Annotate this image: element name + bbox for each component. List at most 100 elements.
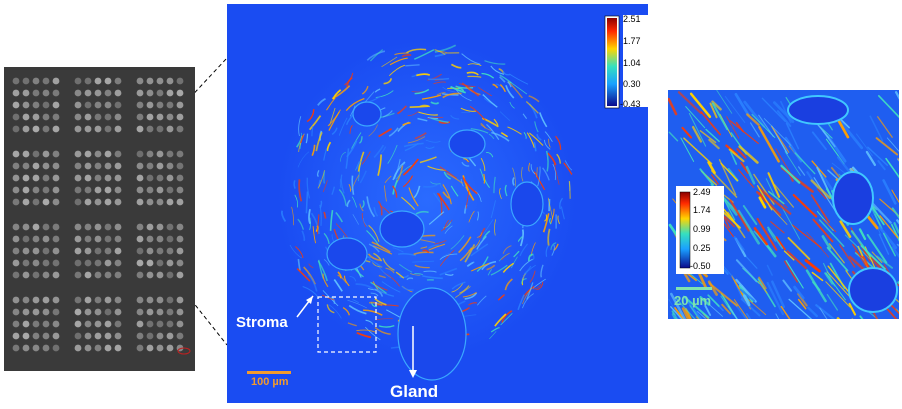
fiber-stroke	[441, 252, 452, 258]
fiber-stroke	[560, 206, 565, 220]
tissue-spot	[136, 162, 144, 170]
tissue-spot	[136, 89, 144, 97]
fiber-stroke	[367, 288, 375, 291]
tissue-spot	[94, 344, 102, 352]
fiber-stroke	[422, 275, 443, 280]
zoom-fiber-stroke	[770, 125, 790, 153]
fiber-stroke	[377, 154, 382, 176]
zoom-fiber-stroke	[711, 102, 729, 131]
tissue-spot	[104, 186, 112, 194]
tissue-spot	[84, 235, 92, 243]
tissue-spot	[12, 174, 20, 182]
tissue-spot	[114, 235, 122, 243]
tissue-spot	[146, 259, 154, 267]
main-colorbar-tick: 0.30	[623, 79, 641, 89]
zoom-fiber-stroke	[767, 226, 784, 249]
fiber-stroke	[380, 146, 387, 154]
fiber-stroke	[369, 301, 383, 306]
fiber-stroke	[500, 313, 513, 326]
tissue-spot	[114, 162, 122, 170]
zoom-fiber-stroke	[696, 311, 706, 319]
tissue-spot	[146, 162, 154, 170]
fiber-stroke	[457, 87, 465, 92]
fiber-stroke	[529, 270, 536, 283]
tissue-spot	[42, 150, 50, 158]
fiber-stroke	[499, 76, 506, 83]
fiber-stroke	[401, 285, 414, 291]
tissue-spot	[84, 89, 92, 97]
tissue-spot	[104, 174, 112, 182]
fiber-stroke	[417, 117, 428, 122]
zoom-fiber-stroke	[856, 133, 873, 156]
zoom-fiber-stroke	[784, 151, 801, 176]
tissue-spot	[176, 247, 184, 255]
fiber-stroke	[519, 229, 524, 247]
zoom-fiber-stroke	[788, 298, 813, 319]
fiber-stroke	[504, 278, 513, 291]
fiber-stroke	[534, 121, 539, 133]
fiber-stroke	[443, 171, 451, 180]
fiber-stroke	[533, 141, 537, 152]
tissue-spot	[176, 198, 184, 206]
fiber-stroke	[490, 65, 505, 75]
fiber-stroke	[420, 246, 428, 249]
fiber-stroke	[446, 172, 464, 184]
tissue-spot	[114, 296, 122, 304]
tissue-spot	[176, 89, 184, 97]
zoom-fiber-stroke	[753, 227, 769, 246]
fiber-stroke	[468, 210, 475, 223]
fiber-stroke	[347, 322, 357, 327]
fiber-stroke	[442, 191, 450, 199]
zoom-fiber-stroke	[822, 218, 837, 233]
zoom-fiber-stroke	[729, 120, 759, 144]
tissue-spot	[42, 89, 50, 97]
tissue-spot	[94, 186, 102, 194]
fiber-stroke	[461, 53, 481, 65]
tissue-spot	[104, 271, 112, 279]
tissue-spot	[94, 89, 102, 97]
fiber-stroke	[494, 219, 496, 236]
zoom-scale-bar	[676, 287, 712, 290]
tissue-spot	[74, 271, 82, 279]
tissue-spot	[94, 223, 102, 231]
main-colorbar	[607, 18, 617, 106]
zoom-fiber-stroke	[730, 151, 738, 165]
zoom-fiber-stroke	[797, 292, 808, 307]
tissue-spot	[104, 150, 112, 158]
tissue-spot	[176, 101, 184, 109]
tissue-spot	[166, 332, 174, 340]
tissue-spot	[114, 223, 122, 231]
tissue-spot	[166, 320, 174, 328]
zoom-scale-bar-label: 20 µm	[674, 293, 712, 308]
fiber-stroke	[315, 131, 323, 152]
zoom-gland-lumen	[787, 95, 849, 125]
fiber-stroke	[331, 186, 335, 195]
fiber-stroke	[413, 185, 421, 199]
zoom-fiber-stroke	[823, 262, 835, 287]
tissue-spot	[22, 89, 30, 97]
gland-arrowhead	[409, 370, 417, 378]
zoom-fiber-stroke	[821, 235, 832, 250]
zoom-colorbar	[679, 191, 691, 269]
tissue-spot	[94, 125, 102, 133]
tissue-spot	[94, 162, 102, 170]
gland-lumen	[352, 101, 382, 127]
zoom-fiber-stroke	[867, 146, 889, 166]
zoom-fiber-stroke	[765, 178, 776, 198]
fiber-stroke	[497, 294, 505, 301]
fiber-stroke	[406, 48, 427, 54]
tissue-spot	[176, 77, 184, 85]
fiber-stroke	[373, 144, 385, 158]
tissue-spot	[94, 198, 102, 206]
zoom-fiber-stroke	[804, 259, 821, 273]
tissue-spot	[42, 198, 50, 206]
zoom-fiber-stroke	[684, 308, 692, 319]
zoom-fiber-stroke	[792, 194, 818, 218]
fiber-stroke	[309, 217, 312, 231]
tissue-spot	[32, 308, 40, 316]
zoom-fiber-stroke	[753, 230, 772, 251]
tissue-spot	[114, 332, 122, 340]
tissue-spot	[22, 235, 30, 243]
tissue-spot	[104, 308, 112, 316]
fiber-stroke	[425, 146, 435, 149]
